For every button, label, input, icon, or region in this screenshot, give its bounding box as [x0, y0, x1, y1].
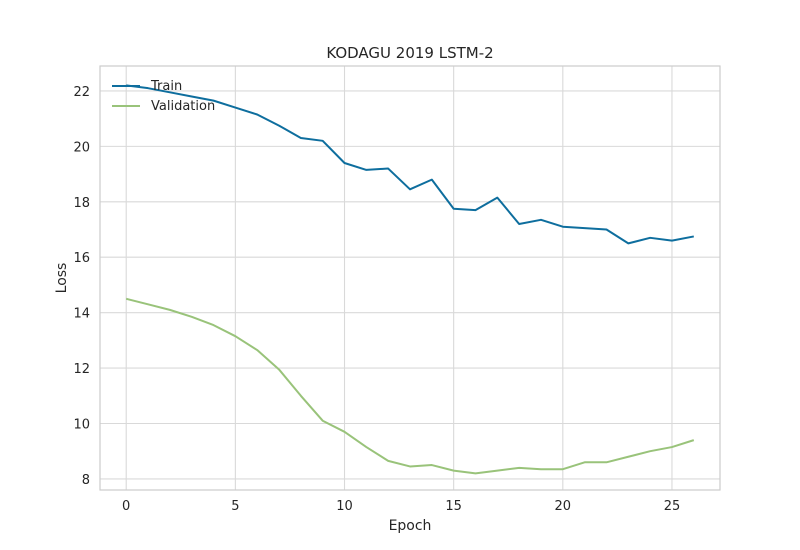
grid	[100, 66, 720, 490]
y-tick-label: 18	[73, 196, 90, 211]
legend-label: Validation	[151, 99, 215, 114]
x-tick-label: 25	[664, 499, 681, 514]
tick-labels: 0 5 10 15 20 25 8 10 12 14 16 18 20 22	[73, 85, 680, 514]
series-line-train	[126, 84, 694, 245]
y-tick-label: 12	[73, 362, 90, 377]
x-tick-label: 5	[231, 499, 239, 514]
series-line-validation	[125, 297, 695, 475]
legend: Train Validation	[112, 79, 215, 114]
plot-area	[100, 66, 720, 490]
x-axis-label: Epoch	[389, 518, 432, 534]
x-tick-label: 15	[445, 499, 462, 514]
legend-label: Train	[150, 79, 182, 94]
y-tick-label: 22	[73, 85, 90, 100]
series-group	[125, 84, 695, 475]
chart-title: KODAGU 2019 LSTM-2	[326, 44, 493, 62]
x-tick-label: 10	[336, 499, 353, 514]
y-axis-label: Loss	[54, 263, 70, 294]
y-tick-label: 16	[73, 251, 90, 266]
plot-frame	[99, 65, 721, 491]
x-tick-label: 0	[122, 499, 130, 514]
y-tick-label: 8	[82, 473, 90, 488]
y-tick-label: 20	[73, 140, 90, 155]
y-tick-label: 10	[73, 417, 90, 432]
y-tick-label: 14	[73, 307, 90, 322]
x-tick-label: 20	[555, 499, 572, 514]
